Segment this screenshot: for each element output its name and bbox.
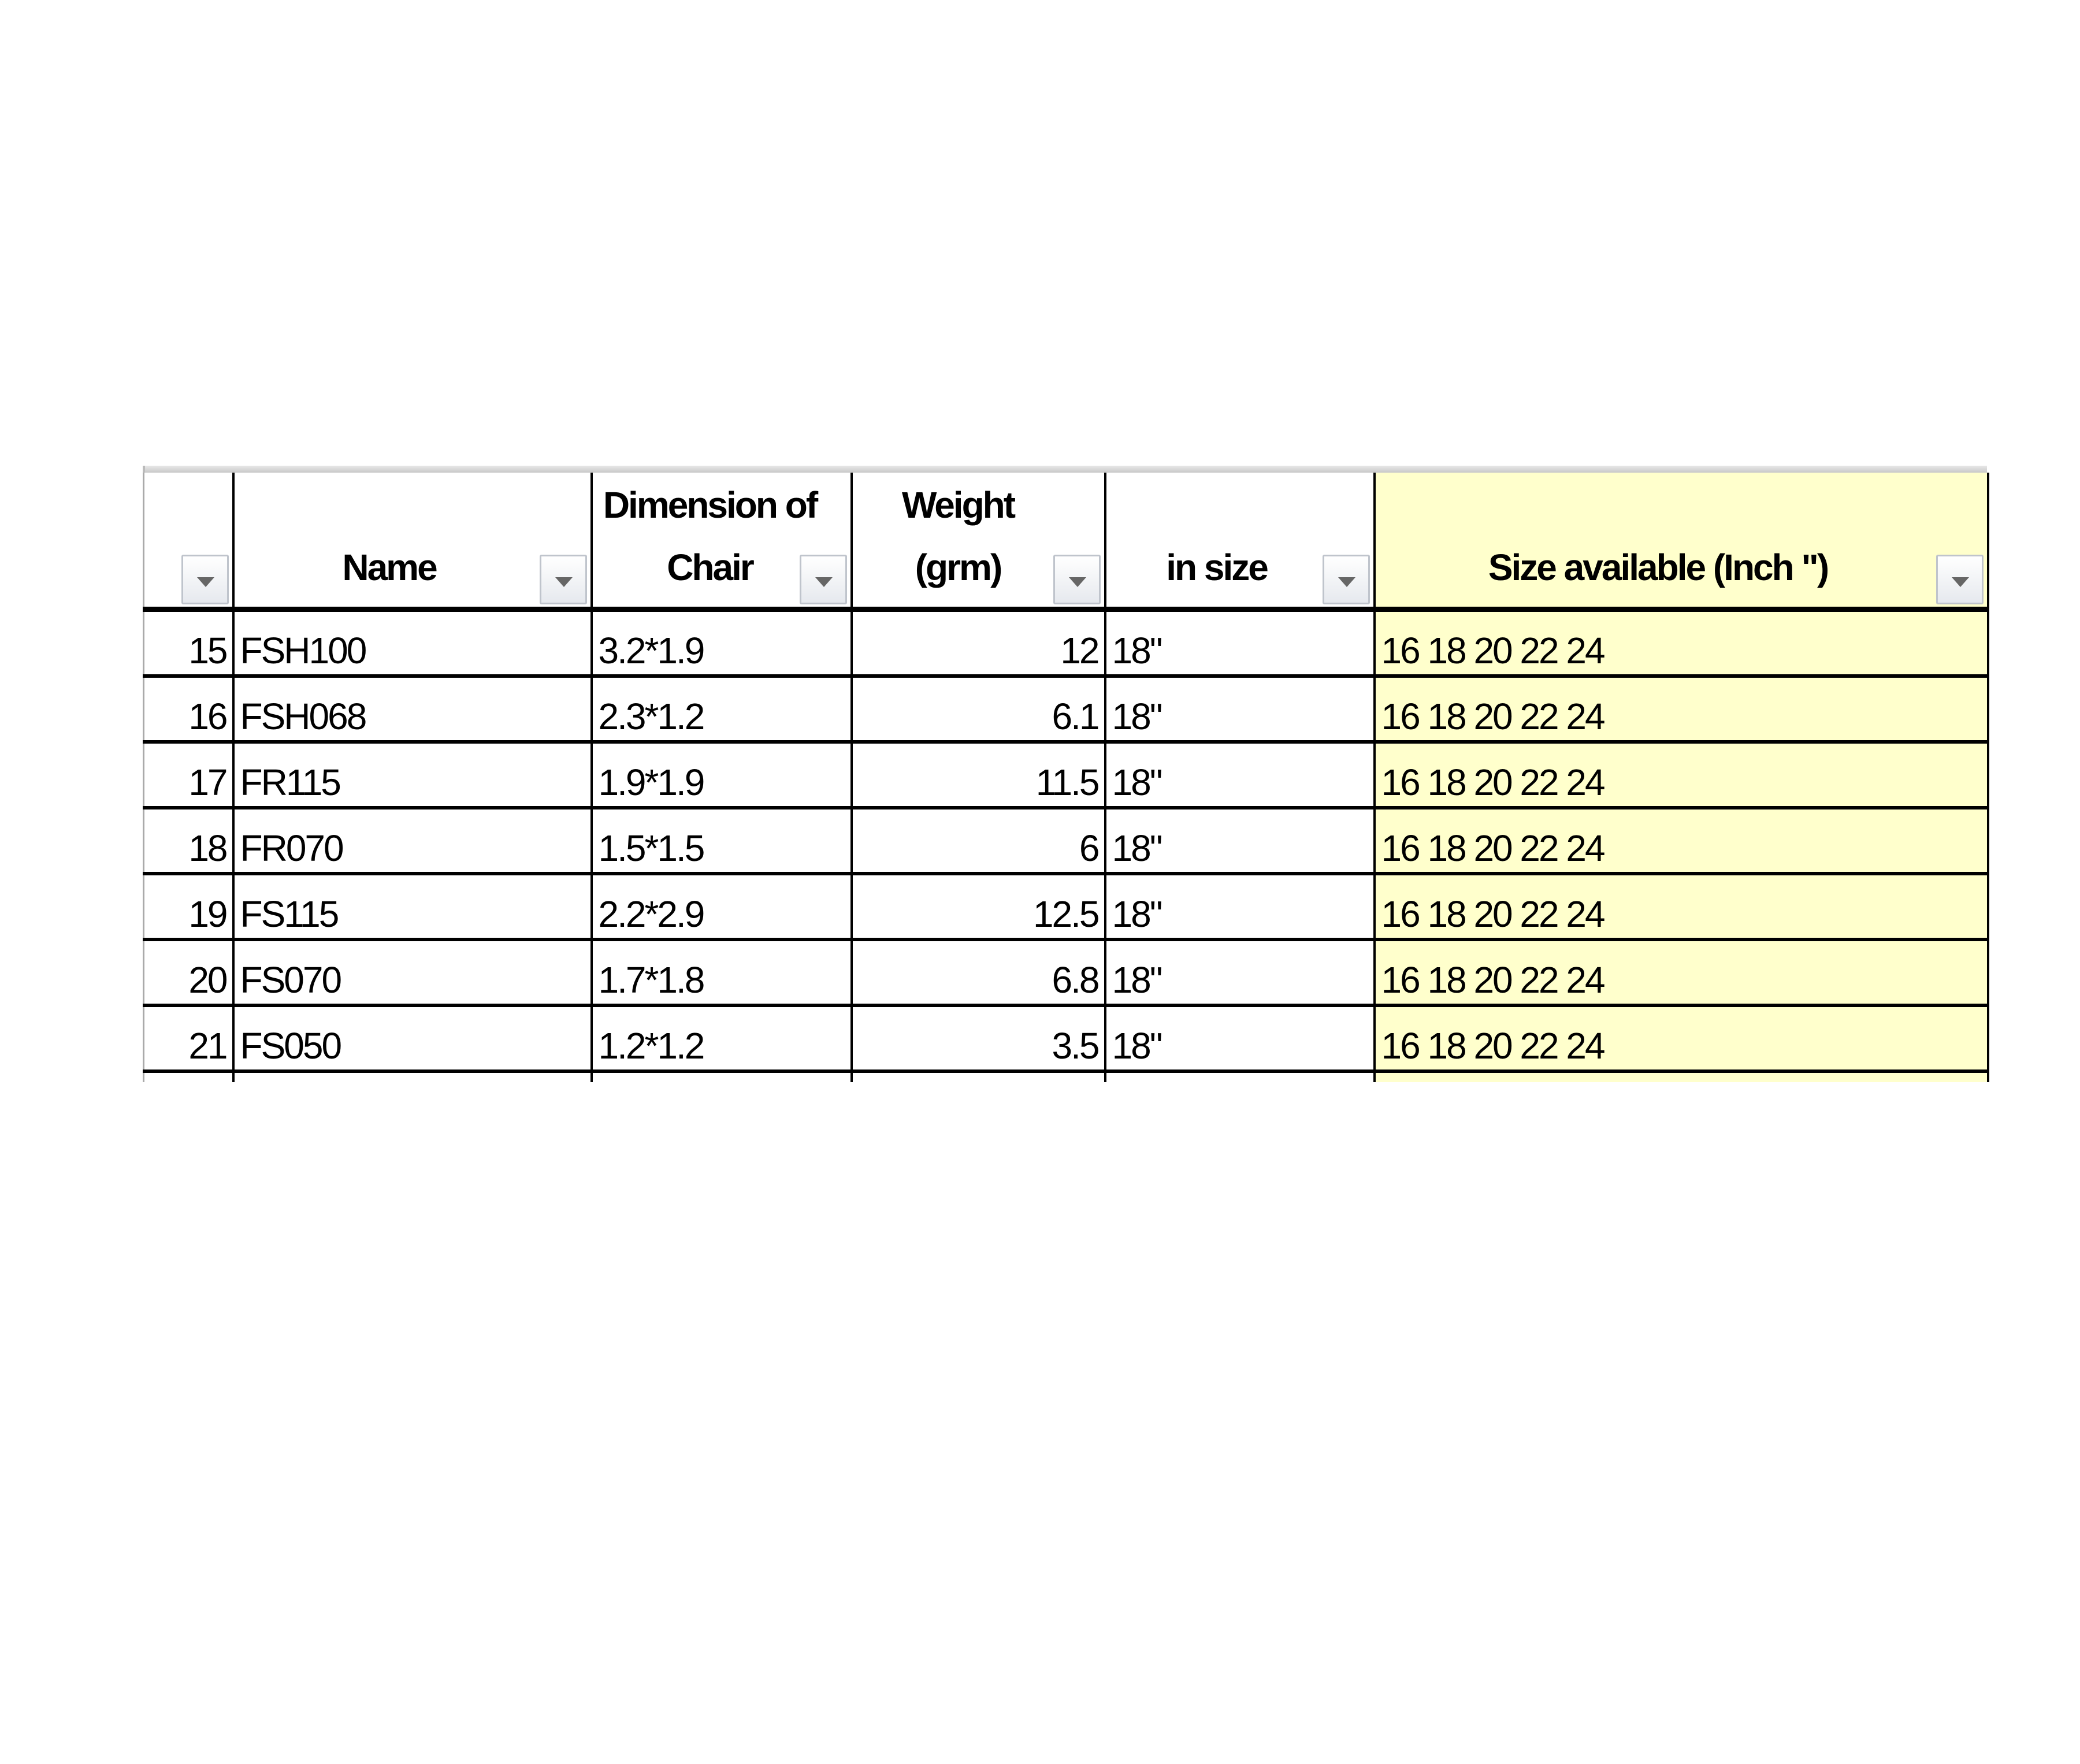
cell-size-available[interactable]: 16 18 20 22 24 [1373, 609, 1989, 678]
cell-name[interactable]: FSH100 [232, 609, 593, 678]
data-table: Name Dimension of Chair Weight (grm) in siz… [143, 473, 1989, 1082]
cell-in-size[interactable]: 18" [1104, 808, 1376, 875]
cell-empty [232, 1071, 593, 1082]
cell-name[interactable]: FR115 [232, 742, 593, 809]
cell-in-size[interactable]: 18" [1104, 742, 1376, 809]
table-row: 16 FSH068 2.3*1.2 6.1 18" 16 18 20 22 24 [143, 676, 1989, 744]
cell-in-size[interactable]: 18" [1104, 874, 1376, 941]
cell-number[interactable]: 17 [143, 742, 235, 809]
cell-weight[interactable]: 12.5 [850, 874, 1106, 941]
spreadsheet-table: Name Dimension of Chair Weight (grm) in siz… [143, 466, 1989, 1082]
cell-dimension[interactable]: 3.2*1.9 [590, 609, 853, 678]
filter-dropdown-icon[interactable] [539, 555, 587, 604]
header-row: Name Dimension of Chair Weight (grm) in siz… [143, 473, 1989, 612]
cell-in-size[interactable]: 18" [1104, 609, 1376, 678]
header-weight: Weight (grm) [850, 473, 1106, 612]
cell-in-size[interactable]: 18" [1104, 1005, 1376, 1073]
cell-dimension[interactable]: 1.5*1.5 [590, 808, 853, 875]
filter-dropdown-icon[interactable] [1322, 555, 1370, 604]
cell-number[interactable]: 16 [143, 676, 235, 744]
table-row: 20 FS070 1.7*1.8 6.8 18" 16 18 20 22 24 [143, 939, 1989, 1007]
cell-name[interactable]: FS070 [232, 939, 593, 1007]
cell-number[interactable]: 20 [143, 939, 235, 1007]
cell-size-available[interactable]: 16 18 20 22 24 [1373, 808, 1989, 875]
cell-name[interactable]: FS115 [232, 874, 593, 941]
cell-size-available[interactable]: 16 18 20 22 24 [1373, 874, 1989, 941]
cell-empty [1104, 1071, 1376, 1082]
header-label: Name [342, 547, 437, 588]
cell-empty [1373, 1071, 1989, 1082]
cell-empty [590, 1071, 853, 1082]
cell-size-available[interactable]: 16 18 20 22 24 [1373, 939, 1989, 1007]
header-label: in size [1166, 547, 1269, 588]
cell-dimension[interactable]: 2.2*2.9 [590, 874, 853, 941]
cell-weight[interactable]: 11.5 [850, 742, 1106, 809]
table-row: 17 FR115 1.9*1.9 11.5 18" 16 18 20 22 24 [143, 742, 1989, 809]
cell-weight[interactable]: 6.8 [850, 939, 1106, 1007]
header-label: Dimension of Chair [603, 484, 818, 588]
cell-in-size[interactable]: 18" [1104, 939, 1376, 1007]
table-row: 19 FS115 2.2*2.9 12.5 18" 16 18 20 22 24 [143, 874, 1989, 941]
cell-name[interactable]: FR070 [232, 808, 593, 875]
cell-empty [143, 1071, 235, 1082]
partial-row [143, 1071, 1989, 1082]
table-row: 18 FR070 1.5*1.5 6 18" 16 18 20 22 24 [143, 808, 1989, 875]
table-row: 15 FSH100 3.2*1.9 12 18" 16 18 20 22 24 [143, 609, 1989, 678]
cell-weight[interactable]: 6.1 [850, 676, 1106, 744]
cell-empty [850, 1071, 1106, 1082]
cell-in-size[interactable]: 18" [1104, 676, 1376, 744]
cell-dimension[interactable]: 1.7*1.8 [590, 939, 853, 1007]
cell-name[interactable]: FS050 [232, 1005, 593, 1073]
table-row: 21 FS050 1.2*1.2 3.5 18" 16 18 20 22 24 [143, 1005, 1989, 1073]
filter-dropdown-icon[interactable] [1936, 555, 1984, 604]
cell-weight[interactable]: 6 [850, 808, 1106, 875]
header-in-size: in size [1104, 473, 1376, 612]
header-label: Size available (Inch ") [1488, 547, 1829, 588]
cell-dimension[interactable]: 2.3*1.2 [590, 676, 853, 744]
header-number [143, 473, 235, 612]
cell-dimension[interactable]: 1.9*1.9 [590, 742, 853, 809]
filter-dropdown-icon[interactable] [1053, 555, 1101, 604]
cell-number[interactable]: 19 [143, 874, 235, 941]
filter-dropdown-icon[interactable] [799, 555, 847, 604]
filter-dropdown-icon[interactable] [181, 555, 229, 604]
header-name: Name [232, 473, 593, 612]
cell-size-available[interactable]: 16 18 20 22 24 [1373, 742, 1989, 809]
cell-number[interactable]: 18 [143, 808, 235, 875]
cell-number[interactable]: 15 [143, 609, 235, 678]
cell-size-available[interactable]: 16 18 20 22 24 [1373, 676, 1989, 744]
cell-name[interactable]: FSH068 [232, 676, 593, 744]
cell-number[interactable]: 21 [143, 1005, 235, 1073]
header-label: Weight (grm) [901, 484, 1016, 588]
header-dimension: Dimension of Chair [590, 473, 853, 612]
cell-weight[interactable]: 3.5 [850, 1005, 1106, 1073]
header-size-available: Size available (Inch ") [1373, 473, 1989, 612]
cell-dimension[interactable]: 1.2*1.2 [590, 1005, 853, 1073]
cell-size-available[interactable]: 16 18 20 22 24 [1373, 1005, 1989, 1073]
column-header-band [143, 466, 1987, 473]
cell-weight[interactable]: 12 [850, 609, 1106, 678]
